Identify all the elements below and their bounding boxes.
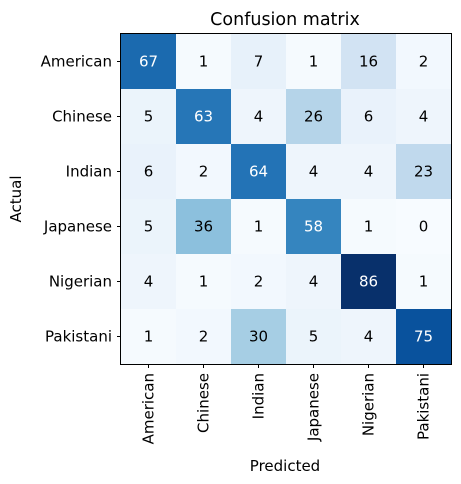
heatmap-cell-r0-c2 <box>231 34 287 90</box>
heatmap-cells <box>121 34 452 365</box>
x-axis: American Chinese Indian Japanese Nigerian Pak… <box>140 364 433 444</box>
cell-value-label-r2-c1: 2 <box>199 163 209 181</box>
cell-value-label-r1-c0: 5 <box>144 108 154 126</box>
x-tick-label-2: Indian <box>250 373 268 419</box>
plot-frame <box>120 33 452 365</box>
cell-value-label-r0-c4: 16 <box>359 53 378 71</box>
heatmap-cell-r2-c1 <box>176 144 232 200</box>
x-tick-label-3: Japanese <box>305 373 323 442</box>
cell-value-label-r1-c2: 4 <box>254 108 264 126</box>
heatmap-cell-r5-c2 <box>231 309 287 365</box>
cell-value-label-r2-c4: 4 <box>364 163 374 181</box>
cell-value-label-r3-c5: 0 <box>419 218 429 236</box>
heatmap-cell-r5-c4 <box>341 309 397 365</box>
y-axis-label: Actual <box>7 176 25 223</box>
heatmap-cell-r1-c0 <box>121 89 177 145</box>
chart-title: Confusion matrix <box>210 10 360 30</box>
heatmap-cell-r1-c3 <box>286 89 342 145</box>
cell-value-label-r4-c5: 1 <box>419 273 429 291</box>
cell-value-label-r0-c0: 67 <box>139 53 158 71</box>
cell-value-label-r5-c3: 5 <box>309 328 319 346</box>
heatmap-cell-r4-c1 <box>176 254 232 310</box>
heatmap-cell-r2-c0 <box>121 144 177 200</box>
y-tick-label-1: Chinese <box>52 108 112 126</box>
cell-value-label-r1-c4: 6 <box>364 108 374 126</box>
cell-value-label-r5-c4: 4 <box>364 328 374 346</box>
cell-value-label-r4-c0: 4 <box>144 273 154 291</box>
heatmap-cell-r3-c1 <box>176 199 232 255</box>
x-axis-label: Predicted <box>250 457 320 475</box>
heatmap-cell-r0-c5 <box>396 34 452 90</box>
heatmap-cell-r1-c5 <box>396 89 452 145</box>
cell-value-label-r1-c3: 26 <box>304 108 323 126</box>
y-axis: American Chinese Indian Japanese Nigerian Pak… <box>41 53 121 346</box>
heatmap-cell-labels: 67 1 7 1 16 25 63 4 26 6 46 2 64 4 4 235 36 1 58 1 04 1 2 4 86 11… <box>139 53 433 346</box>
cell-value-label-r5-c0: 1 <box>144 328 154 346</box>
cell-value-label-r0-c1: 1 <box>199 53 209 71</box>
heatmap-cell-r2-c4 <box>341 144 397 200</box>
heatmap-cell-r3-c0 <box>121 199 177 255</box>
cell-value-label-r1-c1: 63 <box>194 108 213 126</box>
cell-value-label-r3-c4: 1 <box>364 218 374 236</box>
heatmap-cell-r0-c1 <box>176 34 232 90</box>
heatmap-cell-r1-c2 <box>231 89 287 145</box>
heatmap-cell-r5-c0 <box>121 309 177 365</box>
x-tick-label-4: Nigerian <box>360 373 378 436</box>
heatmap-cell-r1-c4 <box>341 89 397 145</box>
cell-value-label-r5-c1: 2 <box>199 328 209 346</box>
y-tick-label-4: Nigerian <box>49 273 112 291</box>
cell-value-label-r4-c3: 4 <box>309 273 319 291</box>
y-tick-label-3: Japanese <box>43 218 112 236</box>
heatmap-cell-r5-c1 <box>176 309 232 365</box>
heatmap-cell-r0-c4 <box>341 34 397 90</box>
cell-value-label-r3-c2: 1 <box>254 218 264 236</box>
heatmap-cell-r1-c1 <box>176 89 232 145</box>
cell-value-label-r1-c5: 4 <box>419 108 429 126</box>
heatmap-cell-r3-c4 <box>341 199 397 255</box>
cell-value-label-r2-c0: 6 <box>144 163 154 181</box>
heatmap-cell-r3-c2 <box>231 199 287 255</box>
heatmap-cell-r4-c2 <box>231 254 287 310</box>
heatmap-cell-r4-c3 <box>286 254 342 310</box>
cell-value-label-r4-c4: 86 <box>359 273 378 291</box>
x-tick-label-5: Pakistani <box>415 373 433 440</box>
x-tick-label-0: American <box>140 373 158 444</box>
cell-value-label-r4-c1: 1 <box>199 273 209 291</box>
x-tick-label-1: Chinese <box>195 373 213 433</box>
heatmap-cell-r3-c5 <box>396 199 452 255</box>
cell-value-label-r2-c2: 64 <box>249 163 268 181</box>
cell-value-label-r3-c3: 58 <box>304 218 323 236</box>
heatmap-cell-r4-c5 <box>396 254 452 310</box>
heatmap-cell-r3-c3 <box>286 199 342 255</box>
y-tick-label-0: American <box>41 53 112 71</box>
cell-value-label-r0-c3: 1 <box>309 53 319 71</box>
heatmap-cell-r0-c3 <box>286 34 342 90</box>
cell-value-label-r5-c5: 75 <box>414 328 433 346</box>
heatmap-cell-r2-c5 <box>396 144 452 200</box>
heatmap-cell-r5-c3 <box>286 309 342 365</box>
heatmap-cell-r4-c4 <box>341 254 397 310</box>
heatmap-cell-r2-c2 <box>231 144 287 200</box>
heatmap-cell-r5-c5 <box>396 309 452 365</box>
cell-value-label-r3-c0: 5 <box>144 218 154 236</box>
y-tick-label-2: Indian <box>66 163 112 181</box>
cell-value-label-r2-c3: 4 <box>309 163 319 181</box>
cell-value-label-r0-c5: 2 <box>419 53 429 71</box>
heatmap-cell-r0-c0 <box>121 34 177 90</box>
cell-value-label-r3-c1: 36 <box>194 218 213 236</box>
cell-value-label-r0-c2: 7 <box>254 53 264 71</box>
cell-value-label-r4-c2: 2 <box>254 273 264 291</box>
heatmap-cell-r4-c0 <box>121 254 177 310</box>
heatmap-cell-r2-c3 <box>286 144 342 200</box>
y-tick-label-5: Pakistani <box>45 328 112 346</box>
cell-value-label-r5-c2: 30 <box>249 328 268 346</box>
cell-value-label-r2-c5: 23 <box>414 163 433 181</box>
